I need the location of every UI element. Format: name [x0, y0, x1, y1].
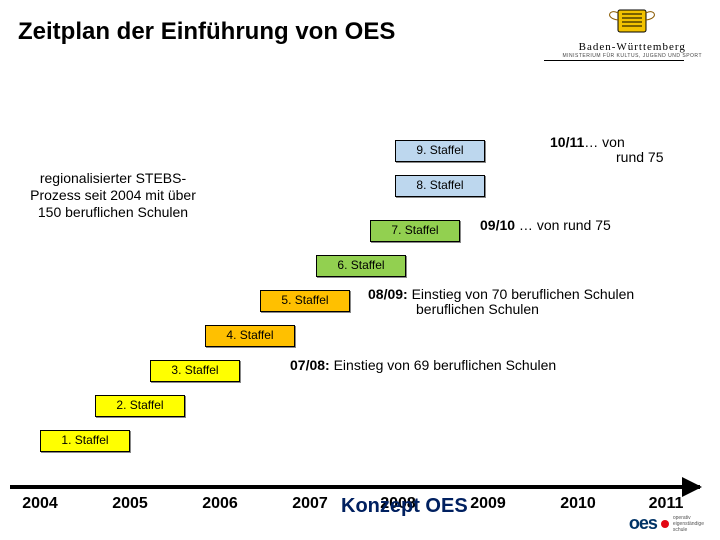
annotation-0809-year: 08/09: [368, 286, 408, 302]
annotation-0809-text-line2: beruflichen Schulen [368, 301, 539, 317]
step-6: 6. Staffel [316, 255, 406, 277]
stebs-description: regionalisierter STEBS-Prozess seit 2004… [18, 170, 208, 220]
step-7: 7. Staffel [370, 220, 460, 242]
step-3: 3. Staffel [150, 360, 240, 382]
crest-label: Baden-Württemberg [562, 41, 702, 53]
annotation-0809: 08/09: Einstieg von 70 beruflichen Schul… [368, 287, 634, 318]
year-2010: 2010 [560, 495, 596, 513]
step-9: 9. Staffel [395, 140, 485, 162]
timeline-axis [10, 485, 700, 489]
year-2006: 2006 [202, 495, 238, 513]
annotation-1011-text2: rund 75 [550, 149, 663, 165]
oes-logo-glyph: oes [629, 513, 657, 534]
year-2009: 2009 [470, 495, 506, 513]
annotation-0910-text: … von rund 75 [515, 217, 611, 233]
annotation-0910-year: 09/10 [480, 217, 515, 233]
oes-logo-sub: operativeigenständigeschule [673, 515, 704, 533]
step-2: 2. Staffel [95, 395, 185, 417]
year-2007: 2007 [292, 495, 328, 513]
oes-logo: oes operativeigenständigeschule [629, 513, 704, 534]
annotation-0708-year: 07/08: [290, 357, 330, 373]
step-5: 5. Staffel [260, 290, 350, 312]
step-4: 4. Staffel [205, 325, 295, 347]
year-2004: 2004 [22, 495, 58, 513]
crest: Baden-Württemberg MINISTERIUM FÜR KULTUS… [562, 6, 702, 59]
annotation-1011: 10/11… von rund 75 [550, 135, 663, 166]
year-2005: 2005 [112, 495, 148, 513]
annotation-1011-year: 10/11 [550, 134, 584, 150]
crest-icon [600, 6, 664, 36]
konzept-label: Konzept OES [341, 495, 468, 518]
slide-title: Zeitplan der Einführung von OES [18, 18, 395, 46]
step-1: 1. Staffel [40, 430, 130, 452]
crest-rule [544, 60, 684, 61]
oes-logo-dot-icon [661, 520, 669, 528]
annotation-0910: 09/10 … von rund 75 [480, 218, 611, 233]
step-8: 8. Staffel [395, 175, 485, 197]
crest-sub: MINISTERIUM FÜR KULTUS, JUGEND UND SPORT [562, 53, 702, 59]
annotation-1011-text1: … von [584, 134, 624, 150]
annotation-0708: 07/08: Einstieg von 69 beruflichen Schul… [290, 358, 556, 373]
annotation-0809-text: Einstieg von 70 beruflichen Schulen [408, 286, 634, 302]
slide: Zeitplan der Einführung von OES Baden-Wü… [0, 0, 720, 540]
annotation-0708-text: Einstieg von 69 beruflichen Schulen [330, 357, 556, 373]
year-2011: 2011 [649, 495, 684, 513]
